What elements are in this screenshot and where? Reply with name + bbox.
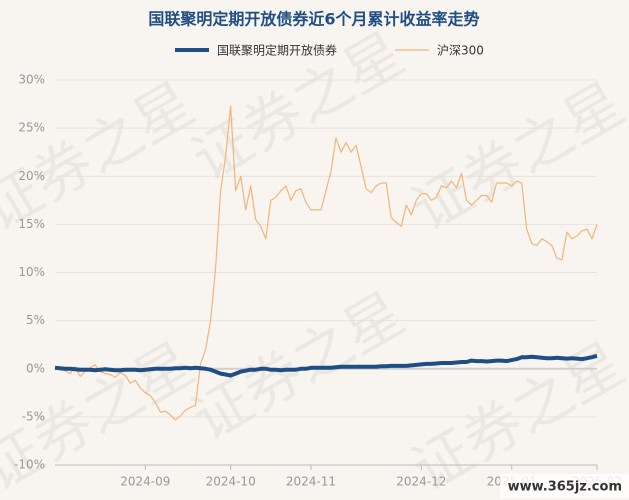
x-tick-label: 2024-09 [120,475,170,489]
credit: www.365jz.com [508,480,622,495]
legend-label: 国联聚明定期开放债券 [217,43,337,58]
y-tick-label: 15% [18,217,45,231]
y-tick-label: 20% [18,169,45,183]
y-tick-label: 5% [26,313,45,327]
y-tick-label: 30% [18,73,45,87]
x-tick-label: 2024-10 [206,475,256,489]
y-tick-label: 10% [18,265,45,279]
y-tick-label: -10% [14,458,45,472]
y-tick-label: 25% [18,121,45,135]
credit-bg [500,474,629,498]
series-line [54,105,598,421]
x-tick-label: 2024-11 [286,475,336,489]
series-line [54,353,598,378]
legend-label: 沪深300 [437,44,484,58]
chart-title: 国联聚明定期开放债券近6个月累计收益率走势 [148,10,479,29]
y-tick-label: 0% [26,361,45,375]
y-tick-label: -5% [22,409,45,423]
x-tick-label: 2024-12 [396,475,446,489]
